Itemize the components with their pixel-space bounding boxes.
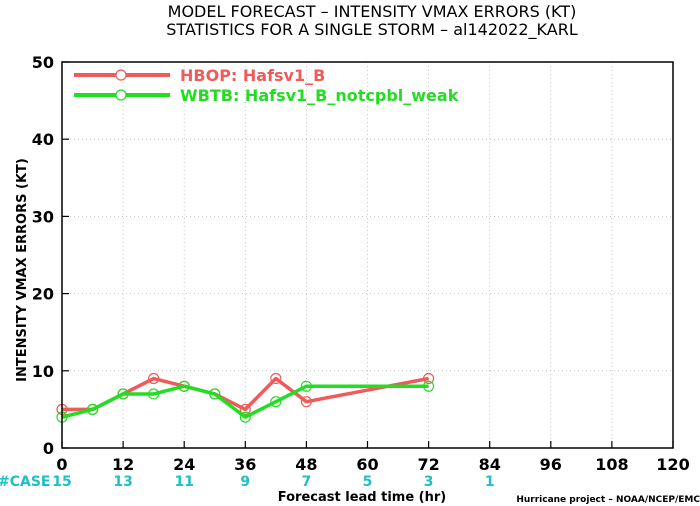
series-2 — [56, 380, 435, 423]
case-count: 3 — [424, 474, 434, 490]
y-tick-label: 50 — [32, 53, 54, 72]
chart-title-line1: MODEL FORECAST – INTENSITY VMAX ERRORS (… — [168, 2, 577, 21]
x-tick-label: 120 — [656, 455, 689, 474]
data-point — [239, 411, 251, 423]
data-point — [423, 372, 435, 385]
y-tick-label: 10 — [32, 362, 54, 381]
data-point — [239, 403, 251, 415]
series-1 — [56, 372, 435, 415]
legend-label: WBTB: Hafsv1_B_notcpbl_weak — [180, 86, 459, 105]
case-counts: #CASE 15 13 11 9 7 5 3 1 — [0, 474, 495, 490]
y-tick-label: 40 — [32, 130, 54, 149]
case-count: 15 — [52, 474, 71, 490]
case-label: #CASE — [0, 474, 51, 490]
legend-marker — [115, 89, 127, 101]
y-tick-label: 0 — [43, 439, 54, 458]
grid — [62, 62, 673, 448]
legend-marker — [115, 69, 127, 81]
chart-title-line2: STATISTICS FOR A SINGLE STORM – al142022… — [166, 20, 578, 40]
data-point — [178, 380, 190, 392]
x-tick-label: 12 — [112, 455, 134, 474]
case-count: 9 — [240, 474, 250, 490]
x-axis-label: Forecast lead time (hr) — [278, 490, 446, 505]
x-tick-label: 84 — [479, 455, 501, 474]
y-tick-label: 30 — [32, 207, 54, 226]
data-point — [117, 388, 129, 400]
series-layer — [56, 372, 435, 423]
legend-label: HBOP: Hafsv1_B — [180, 66, 325, 85]
data-point — [209, 388, 221, 400]
y-tick-label: 20 — [32, 285, 54, 304]
case-count: 7 — [302, 474, 312, 490]
case-count: 11 — [174, 474, 193, 490]
data-point — [270, 396, 282, 408]
y-axis-label: INTENSITY VMAX ERRORS (KT) — [15, 158, 30, 382]
case-count: 1 — [485, 474, 495, 490]
ticks: 0 12 24 36 48 60 72 84 96 108 120 0 10 20 30 40 50 — [32, 53, 690, 474]
data-point — [300, 380, 312, 392]
data-point — [270, 372, 282, 385]
data-point — [300, 396, 312, 408]
case-count: 5 — [363, 474, 373, 490]
credit-text: Hurricane project – NOAA/NCEP/EMC — [516, 495, 700, 505]
data-point — [86, 403, 99, 415]
data-point — [148, 388, 160, 400]
x-tick-label: 108 — [595, 455, 628, 474]
x-tick-label: 72 — [417, 455, 439, 474]
data-point — [423, 380, 435, 392]
x-tick-label: 24 — [173, 455, 195, 474]
case-count: 13 — [113, 474, 132, 490]
x-tick-label: 36 — [234, 455, 256, 474]
series-line — [61, 384, 429, 419]
data-point — [148, 372, 160, 385]
x-tick-label: 48 — [295, 455, 317, 474]
x-tick-label: 0 — [56, 455, 67, 474]
x-tick-label: 60 — [356, 455, 378, 474]
x-tick-label: 96 — [540, 455, 562, 474]
